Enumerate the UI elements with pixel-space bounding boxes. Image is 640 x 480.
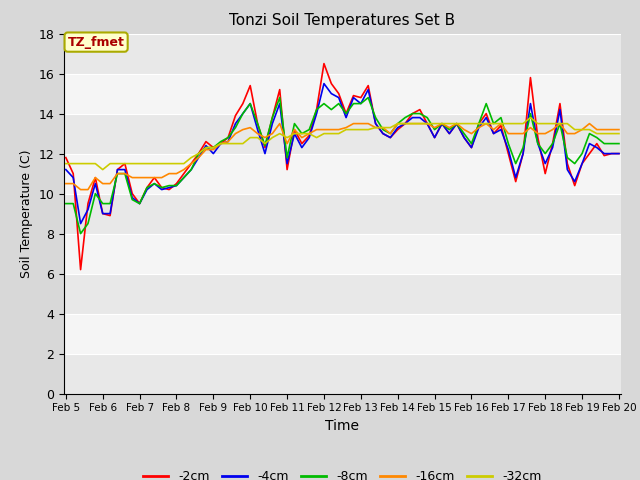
-4cm [519, 151, 527, 156]
Y-axis label: Soil Temperature (C): Soil Temperature (C) [20, 149, 33, 278]
X-axis label: Time: Time [325, 419, 360, 433]
-4cm [320, 81, 328, 86]
Bar [64, 73, 621, 114]
-16cm [77, 187, 84, 192]
-4cm [615, 151, 623, 156]
-8cm [77, 231, 84, 237]
-8cm [615, 141, 623, 146]
-2cm [62, 155, 70, 160]
-4cm [431, 135, 438, 141]
Line: -4cm: -4cm [66, 84, 619, 224]
-2cm [121, 161, 129, 167]
-32cm [99, 167, 106, 172]
-8cm [261, 143, 269, 148]
Line: -8cm: -8cm [66, 97, 619, 234]
-16cm [261, 135, 269, 141]
Bar [64, 193, 621, 234]
-8cm [364, 95, 372, 100]
-2cm [261, 144, 269, 150]
-16cm [364, 120, 372, 126]
-16cm [276, 120, 284, 126]
-32cm [261, 141, 269, 146]
Line: -2cm: -2cm [66, 63, 619, 270]
-2cm [445, 131, 453, 136]
-8cm [276, 95, 284, 100]
-4cm [77, 221, 84, 227]
-4cm [445, 131, 453, 136]
-32cm [62, 161, 70, 167]
Line: -16cm: -16cm [66, 123, 619, 190]
Title: Tonzi Soil Temperatures Set B: Tonzi Soil Temperatures Set B [229, 13, 456, 28]
-4cm [364, 87, 372, 93]
-4cm [121, 167, 129, 172]
Line: -32cm: -32cm [66, 118, 619, 169]
Bar [64, 274, 621, 313]
-4cm [261, 151, 269, 156]
-8cm [519, 144, 527, 150]
Text: TZ_fmet: TZ_fmet [68, 36, 125, 48]
-32cm [357, 127, 365, 132]
-16cm [431, 125, 438, 131]
-16cm [121, 171, 129, 177]
-8cm [431, 127, 438, 132]
-16cm [62, 180, 70, 186]
-32cm [615, 131, 623, 136]
-8cm [121, 171, 129, 177]
-16cm [445, 125, 453, 131]
-2cm [320, 60, 328, 66]
-32cm [121, 161, 129, 167]
-2cm [615, 151, 623, 156]
-4cm [62, 167, 70, 172]
-8cm [62, 201, 70, 206]
-32cm [424, 120, 431, 126]
-32cm [527, 115, 534, 120]
-2cm [364, 83, 372, 88]
-2cm [431, 135, 438, 141]
Legend: -2cm, -4cm, -8cm, -16cm, -32cm: -2cm, -4cm, -8cm, -16cm, -32cm [138, 465, 547, 480]
-8cm [445, 127, 453, 132]
-2cm [519, 151, 527, 156]
-16cm [519, 131, 527, 136]
-32cm [512, 120, 520, 126]
Bar [64, 154, 621, 193]
-32cm [438, 120, 446, 126]
Bar [64, 234, 621, 274]
Bar [64, 34, 621, 73]
Bar [64, 313, 621, 354]
Bar [64, 114, 621, 154]
-2cm [77, 267, 84, 273]
-16cm [615, 127, 623, 132]
Bar [64, 354, 621, 394]
